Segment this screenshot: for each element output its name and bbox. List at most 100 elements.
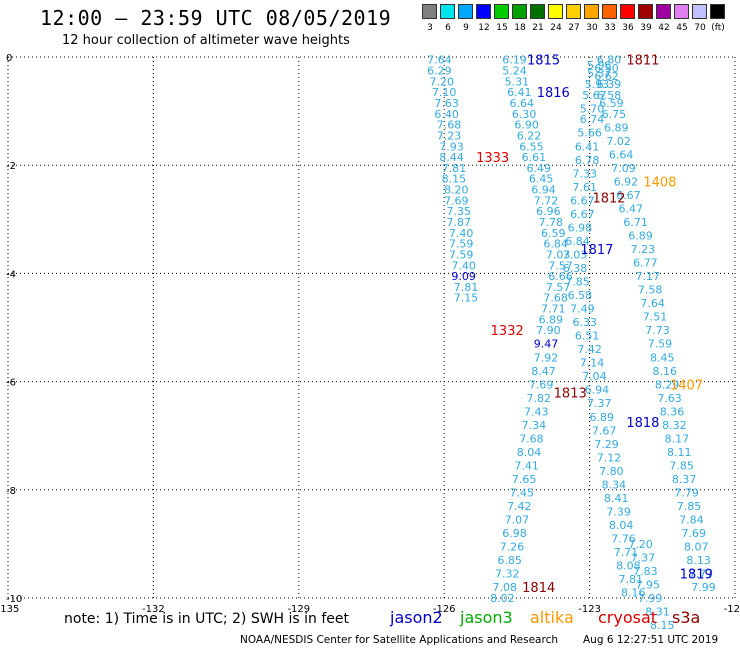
wave-height-value: 8.07 [684, 541, 709, 554]
wave-height-value: 8.11 [667, 446, 692, 459]
x-tick-label: -135 [0, 604, 19, 615]
wave-height-value: 6.67 [570, 208, 595, 221]
wave-height-value: 7.43 [524, 405, 549, 418]
wave-height-value: 5.37 [587, 67, 612, 80]
wave-height-value: 8.36 [660, 405, 685, 418]
satellite-legend-s3a: s3a [672, 608, 701, 627]
wave-height-value: 6.84 [565, 235, 590, 248]
wave-height-value: 7.39 [606, 505, 631, 518]
wave-height-value: 7.83 [633, 565, 658, 578]
wave-height-value: 8.16 [652, 365, 677, 378]
wave-height-value: 8.37 [672, 473, 697, 486]
wave-height-value: 8.41 [604, 492, 629, 505]
color-swatch [458, 4, 473, 19]
wave-height-value: 7.59 [449, 248, 474, 261]
x-tick-label: -126 [433, 604, 456, 615]
wave-height-value: 7.29 [594, 438, 619, 451]
timestamp-text: Aug 6 12:27:51 UTC 2019 [583, 634, 719, 646]
wave-height-value: 7.37 [631, 551, 656, 564]
wave-height-value: 6.19 [502, 54, 527, 67]
wave-height-value: 8.04 [609, 519, 634, 532]
wave-height-value: 6.41 [575, 140, 600, 153]
pass-time-label: 1812 [592, 192, 625, 207]
wave-height-value: 7.85 [677, 500, 702, 513]
wave-height-value: 7.81 [454, 281, 479, 294]
wave-height-value: 7.42 [577, 343, 602, 356]
wave-height-value: 7.12 [597, 451, 622, 464]
wave-height-value: 7.45 [509, 487, 534, 500]
wave-height-value: 6.29 [427, 65, 452, 78]
wave-height-value: 7.73 [645, 324, 670, 337]
wave-height-value: 7.78 [539, 216, 564, 229]
color-swatch [656, 4, 671, 19]
wave-height-value: 7.14 [580, 357, 605, 370]
wave-height-value: 6.84 [543, 238, 568, 251]
wave-height-value: 7.63 [657, 392, 682, 405]
wave-height-value: 8.29 [655, 378, 680, 391]
pass-time-label: 1817 [580, 243, 613, 258]
pass-time-label: 1811 [626, 54, 659, 69]
wave-height-value: 7.69 [444, 194, 469, 207]
wave-height-value: 7.17 [636, 270, 661, 283]
wave-height-value: 6.75 [602, 108, 627, 121]
wave-height-value: 6.39 [597, 78, 622, 91]
wave-height-value: 7.40 [449, 227, 474, 240]
y-tick-label: -4 [6, 269, 16, 280]
satellite-legend-jason2: jason2 [390, 608, 443, 627]
pass-time-label: 1407 [670, 378, 703, 393]
wave-height-value: 7.49 [570, 303, 595, 316]
wave-height-value: 6.85 [497, 554, 522, 567]
color-swatch [602, 4, 617, 19]
wave-height-value: 6.62 [594, 70, 619, 83]
wave-height-value: 6.74 [580, 113, 605, 126]
wave-height-value: 8.13 [686, 554, 711, 567]
wave-height-value: 7.81 [619, 573, 644, 586]
color-swatch-label: 3 [427, 23, 433, 33]
map-title: 12:00 — 23:59 UTC 08/05/2019 [40, 6, 392, 30]
wave-height-value: 7.99 [638, 592, 663, 605]
wave-height-value: 6.38 [563, 262, 588, 275]
wave-height-value: 6.80 [597, 54, 622, 67]
color-swatch-label: 70 [694, 23, 706, 33]
wave-height-value: 7.92 [534, 351, 559, 364]
color-swatch-label: 12 [478, 23, 490, 33]
wave-height-value: 7.40 [451, 259, 476, 272]
wave-height-value: 6.59 [541, 227, 566, 240]
wave-height-value: 7.08 [493, 581, 518, 594]
color-swatch [638, 4, 653, 19]
wave-height-value: 5.66 [577, 127, 602, 140]
color-swatch-label: 6 [445, 23, 451, 33]
color-swatch [548, 4, 563, 19]
wave-height-value: 7.33 [573, 167, 598, 180]
x-tick-label: -120 [724, 604, 740, 615]
color-swatch-label: 39 [640, 23, 652, 33]
wave-height-value: 7.03 [546, 248, 571, 261]
pass-time-label: 1408 [643, 175, 676, 190]
wave-height-value: 5.24 [502, 65, 527, 78]
wave-height-value: 6.78 [575, 154, 600, 167]
wave-height-value: 7.72 [534, 194, 559, 207]
color-swatch-label: 9 [463, 23, 469, 33]
x-tick-label: -132 [142, 604, 165, 615]
wave-height-value: 8.34 [602, 478, 627, 491]
satellite-legend-cryosat: cryosat [598, 608, 658, 627]
wave-height-value: 8.44 [439, 151, 464, 164]
wave-height-value: 6.90 [514, 119, 539, 132]
color-swatch [512, 4, 527, 19]
wave-height-value: 7.20 [430, 75, 455, 88]
wave-height-value: 7.81 [442, 162, 467, 175]
color-swatch-label: (ft) [711, 23, 725, 33]
wave-height-value: 7.07 [505, 514, 530, 527]
wave-height-value: 7.69 [529, 378, 554, 391]
wave-height-value: 7.67 [592, 424, 617, 437]
color-swatch-label: 33 [604, 23, 616, 33]
wave-height-value: 7.87 [446, 216, 471, 229]
color-swatch-label: 27 [568, 23, 580, 33]
wave-height-value: 8.02 [490, 592, 515, 605]
pass-time-label: 1819 [680, 568, 713, 583]
wave-height-value: 9.47 [534, 338, 559, 351]
wave-height-value: 7.51 [643, 311, 668, 324]
wave-height-value: 6.77 [633, 257, 658, 270]
color-swatch-label: 45 [676, 23, 688, 33]
wave-height-value: 7.42 [507, 500, 532, 513]
